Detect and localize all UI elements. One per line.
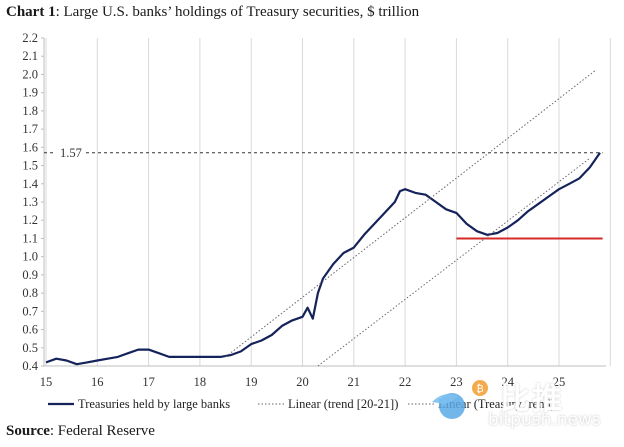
x-tick-label: 18 (194, 375, 207, 389)
y-tick-label: 1.0 (22, 250, 38, 264)
y-tick-label: 1.5 (22, 159, 38, 173)
x-tick-label: 15 (40, 375, 53, 389)
grid-layer (45, 38, 611, 366)
source-lead: Source (6, 423, 50, 439)
source-text: : Federal Reserve (49, 423, 155, 439)
y-tick-label: 1.1 (22, 231, 38, 245)
y-tick-label: 0.6 (22, 323, 38, 337)
y-tick-label: 0.4 (22, 359, 38, 373)
y-tick-label: 1.6 (22, 140, 38, 154)
ref-label-bg (56, 144, 86, 161)
x-tick-label: 21 (348, 375, 361, 389)
watermark-en: bitpush.news (488, 410, 601, 430)
series-line-trend (225, 70, 596, 358)
x-tick-label: 22 (399, 375, 412, 389)
x-tick-label: 24 (501, 375, 514, 389)
y-tick-label: 1.4 (22, 177, 38, 191)
chart-title: Chart 1: Large U.S. banks’ holdings of T… (6, 4, 419, 21)
series-layer (45, 70, 601, 367)
y-tick-label: 0.8 (22, 286, 38, 300)
x-tick-label: 16 (91, 375, 104, 389)
source-note: Source: Federal Reserve (6, 423, 155, 440)
y-tick-label: 2.2 (22, 31, 38, 45)
axis-layer: 15 16 17 18 19 20 21 22 23 24 25 0.4 0.5 0.6 0.7 0.8 0.9… (22, 31, 606, 389)
y-tick-label: 1.7 (22, 122, 38, 136)
series-line-trend (317, 157, 591, 367)
y-tick-label: 0.7 (22, 304, 38, 318)
x-tick-label: 17 (142, 375, 155, 389)
legend-label: Linear (trend [20-21]) (288, 397, 398, 411)
series-line-treasuries (45, 152, 601, 366)
x-tick-label: 20 (296, 375, 309, 389)
chart-title-text: : Large U.S. banks’ holdings of Treasury… (55, 4, 420, 20)
y-tick-label: 2.1 (22, 49, 38, 63)
y-tick-label: 1.2 (22, 213, 38, 227)
y-tick-label: 0.5 (22, 341, 38, 355)
y-tick-label: 1.8 (22, 104, 38, 118)
x-tick-label: 25 (553, 375, 566, 389)
y-tick-label: 2.0 (22, 67, 38, 81)
x-tick-label: 19 (245, 375, 258, 389)
x-tick-label: 23 (450, 375, 463, 389)
svg-text:₿: ₿ (476, 383, 483, 395)
legend: Treasuries held by large banks Linear (tr… (48, 397, 555, 411)
y-tick-label: 1.9 (22, 86, 38, 100)
watermark-cn: 比推 (500, 382, 564, 417)
bird-coin-logo-icon: ₿ (432, 380, 488, 419)
chart-title-lead: Chart 1 (6, 4, 56, 20)
watermark: ₿ 比推 bitpush.news (422, 370, 622, 432)
legend-label: Linear (Treasury trend) (438, 397, 555, 411)
y-tick-label: 0.9 (22, 268, 38, 282)
reference-lines: 1.57 (44, 144, 603, 240)
ref-line-label: 1.57 (60, 146, 82, 160)
y-tick-label: 1.3 (22, 195, 38, 209)
legend-label: Treasuries held by large banks (78, 397, 230, 411)
